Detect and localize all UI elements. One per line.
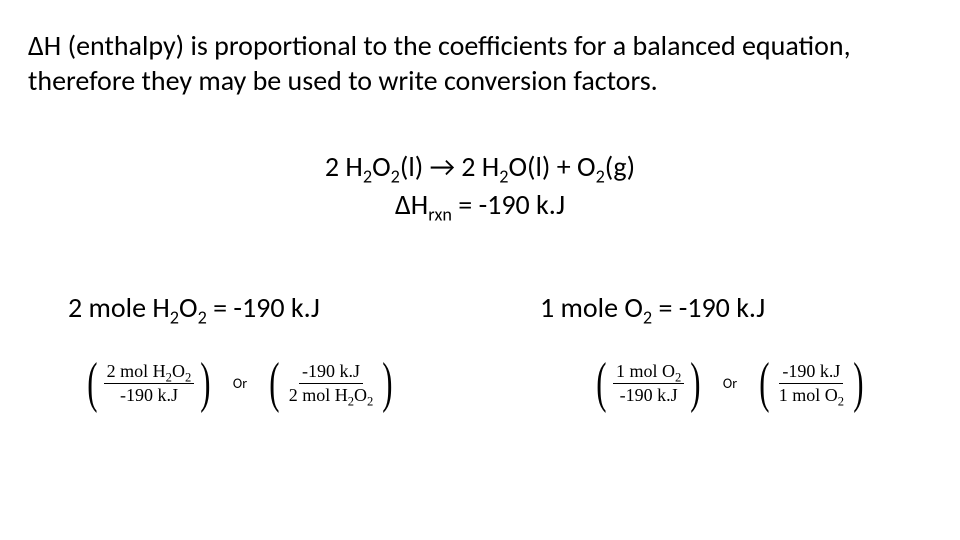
left-column: 2 mole H2O2 = -190 k.J ( 2 mol H2O2 -190…: [0, 290, 480, 407]
left-or-label: Or: [233, 375, 247, 392]
equation-line-1: 2 H2O2(l) → 2 H2O(l) + O2(g): [0, 148, 960, 186]
right-fraction-row: ( 1 mol O2 -190 k.J ) Or ( -190 k.J 1 mo…: [480, 359, 960, 407]
left-frac1-numerator: 2 mol H2O2: [104, 361, 195, 384]
columns: 2 mole H2O2 = -190 k.J ( 2 mol H2O2 -190…: [0, 290, 960, 407]
equation-block: 2 H2O2(l) → 2 H2O(l) + O2(g) ΔHrxn = -19…: [0, 148, 960, 224]
paren-left-icon: (: [269, 359, 279, 407]
right-frac2-numerator: -190 k.J: [779, 361, 843, 384]
equation-line-2: ΔHrxn = -190 k.J: [0, 186, 960, 224]
left-frac1-denominator: -190 k.J: [117, 384, 181, 406]
left-frac2-numerator: -190 k.J: [299, 361, 363, 384]
right-fraction-2: ( -190 k.J 1 mol O2 ): [755, 359, 868, 407]
slide: ΔH (enthalpy) is proportional to the coe…: [0, 0, 960, 540]
right-frac1-denominator: -190 k.J: [617, 384, 681, 406]
right-column: 1 mole O2 = -190 k.J ( 1 mol O2 -190 k.J…: [480, 290, 960, 407]
right-mole-equality: 1 mole O2 = -190 k.J: [480, 290, 960, 325]
paren-right-icon: ): [690, 359, 700, 407]
left-fraction-1: ( 2 mol H2O2 -190 k.J ): [83, 359, 215, 407]
left-fraction-2: ( -190 k.J 2 mol H2O2 ): [265, 359, 397, 407]
right-fraction-1: ( 1 mol O2 -190 k.J ): [592, 359, 705, 407]
paren-right-icon: ): [853, 359, 863, 407]
paren-right-icon: ): [200, 359, 210, 407]
paren-left-icon: (: [759, 359, 769, 407]
paren-right-icon: ): [383, 359, 393, 407]
right-frac2-denominator: 1 mol O2: [776, 384, 847, 406]
left-frac2-denominator: 2 mol H2O2: [286, 384, 377, 406]
left-fraction-row: ( 2 mol H2O2 -190 k.J ) Or ( -190 k.J 2 …: [0, 359, 480, 407]
right-or-label: Or: [723, 375, 737, 392]
right-frac1-numerator: 1 mol O2: [613, 361, 684, 384]
paren-left-icon: (: [87, 359, 97, 407]
paren-left-icon: (: [596, 359, 606, 407]
left-mole-equality: 2 mole H2O2 = -190 k.J: [0, 290, 480, 325]
intro-text: ΔH (enthalpy) is proportional to the coe…: [28, 28, 928, 98]
